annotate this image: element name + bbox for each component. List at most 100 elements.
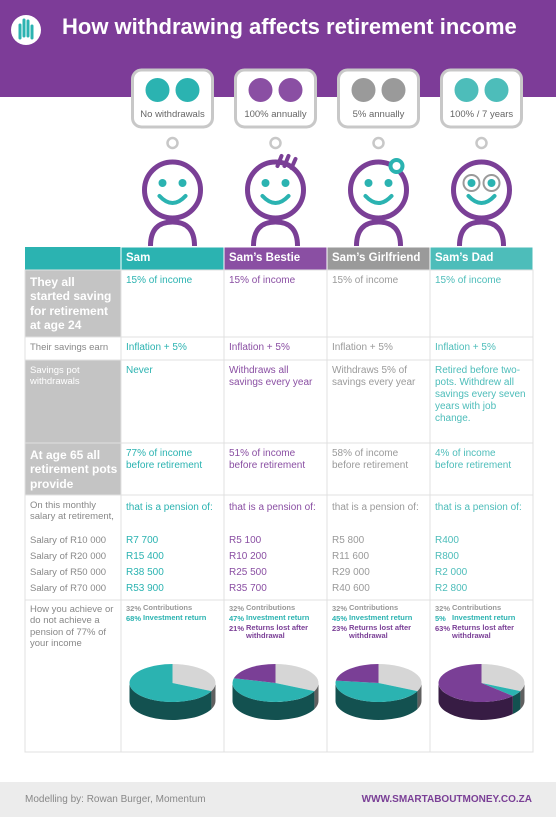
row-label: On this monthly salary at retirement, <box>30 500 114 523</box>
cell-text: that is a pension of: <box>435 502 522 513</box>
salary-pension: R15 400 <box>126 551 164 562</box>
cell-text: Retired before two-pots. Withdrew all sa… <box>435 365 526 424</box>
bubble-label: 5% annually <box>352 109 405 120</box>
body <box>354 219 403 247</box>
pie-legend-name: Investment return <box>143 613 207 622</box>
pie-legend-value: 32% <box>435 604 451 613</box>
face <box>245 159 306 221</box>
salary-pension: R38 500 <box>126 567 164 578</box>
salary-label: Salary of R70 000 <box>30 583 107 594</box>
pie-slice <box>335 664 379 683</box>
smile <box>157 194 188 205</box>
pie-slice <box>481 664 525 692</box>
salary-pension: R2 000 <box>435 567 468 578</box>
smile <box>466 194 497 205</box>
salary-pension: R7 700 <box>126 535 159 546</box>
pie-side <box>314 683 319 710</box>
pie-legend-value: 5% <box>435 614 446 623</box>
cell-text: 4% of income before retirement <box>435 448 512 471</box>
pie-side <box>211 683 216 710</box>
column-header: Sam’s Dad <box>435 252 494 264</box>
pie-side <box>520 683 525 710</box>
pie-slice <box>232 678 315 702</box>
bubble-dot <box>475 136 488 150</box>
cell-text: Inflation + 5% <box>332 342 393 353</box>
bubble-dot <box>166 136 179 150</box>
pie-slice <box>481 683 521 697</box>
salary-pension: R29 000 <box>332 567 370 578</box>
cell-text: Inflation + 5% <box>229 342 290 353</box>
pie-legend-name: Contributions <box>349 603 399 612</box>
body <box>457 219 506 247</box>
row-label-cell <box>24 442 122 496</box>
cell <box>429 269 534 338</box>
salary-pension: R5 800 <box>332 535 365 546</box>
pie-slice <box>129 664 212 702</box>
salary-pension: R25 500 <box>229 567 267 578</box>
pie-side <box>335 683 418 720</box>
pie-legend-value: 45% <box>332 614 348 623</box>
eye <box>178 179 187 187</box>
smile <box>260 194 291 205</box>
body <box>148 219 197 247</box>
pie-legend-value: 63% <box>435 624 451 633</box>
bubble-icon <box>351 78 376 102</box>
cell <box>223 269 328 338</box>
pie-legend-name: Investment return <box>349 613 413 622</box>
bubble-icon <box>454 78 479 102</box>
pie-legend-name: Investment return <box>452 613 516 622</box>
face <box>142 159 203 221</box>
title: How withdrawing affects retirement incom… <box>62 14 517 39</box>
row-label: Savings pot withdrawals <box>30 365 80 388</box>
pie-slice <box>335 680 418 702</box>
eye <box>158 179 167 187</box>
eye <box>281 179 290 187</box>
pie-side <box>512 691 521 715</box>
pie-legend-value: 23% <box>332 624 348 633</box>
bubble-icon <box>484 78 509 102</box>
cell-text: 51% of income before retirement <box>229 448 306 471</box>
cell-text: that is a pension of: <box>126 502 213 513</box>
hair <box>275 154 298 170</box>
bubble-icon <box>381 78 406 102</box>
bubble-label: 100% annually <box>244 109 307 120</box>
salary-label: Salary of R20 000 <box>30 551 107 562</box>
cell <box>223 442 328 496</box>
pie-legend-name: Returns lost after withdrawal <box>452 623 515 641</box>
cell <box>429 494 534 601</box>
cell <box>429 442 534 496</box>
header-cell <box>25 247 121 270</box>
pie-legend-name: Contributions <box>452 603 502 612</box>
pie-side <box>417 683 422 710</box>
pie-slice <box>275 664 319 692</box>
bubble-icon <box>175 78 200 102</box>
cell-text: that is a pension of: <box>229 502 316 513</box>
pie-slice <box>378 664 422 692</box>
body <box>251 219 300 247</box>
glasses <box>462 174 481 192</box>
logo-hand <box>18 18 34 40</box>
cell-text: Inflation + 5% <box>126 342 187 353</box>
salary-pension: R40 600 <box>332 583 370 594</box>
pie-slice <box>233 664 276 683</box>
pie-legend-name: Contributions <box>143 603 193 612</box>
pie-side <box>129 683 212 720</box>
salary-pension: R11 600 <box>332 551 370 562</box>
salary-pension: R800 <box>435 551 459 562</box>
eye <box>384 179 393 187</box>
cell-text: 58% of income before retirement <box>332 448 409 471</box>
pie-slice <box>172 664 216 692</box>
row-label-cell <box>24 269 122 338</box>
logo <box>11 15 41 45</box>
pie-side <box>438 683 513 720</box>
salary-label: Salary of R50 000 <box>30 567 107 578</box>
footer-credit: Modelling by: Rowan Burger, Momentum <box>25 794 206 805</box>
cell <box>326 494 431 601</box>
row-label-cell <box>24 599 122 753</box>
pie-slice <box>438 664 513 702</box>
eye <box>487 179 496 187</box>
cell <box>120 494 225 601</box>
cell-text: Inflation + 5% <box>435 342 496 353</box>
